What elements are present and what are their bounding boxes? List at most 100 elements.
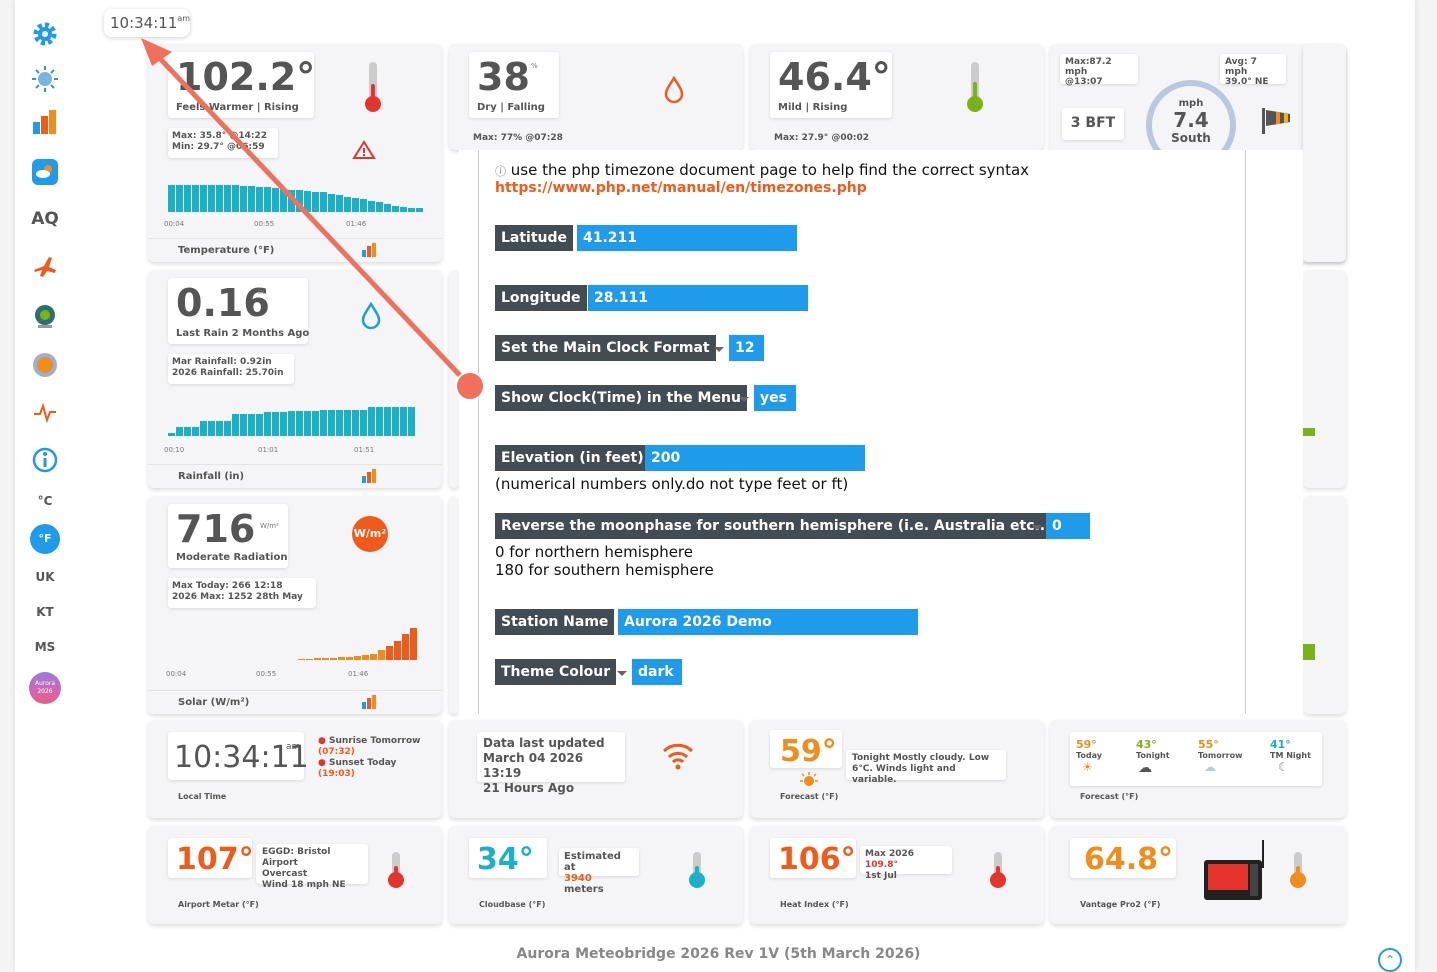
solar-desc: Moderate Radiation bbox=[176, 552, 288, 563]
chart-bar bbox=[208, 421, 215, 436]
chart-bar bbox=[312, 411, 319, 436]
chart-bar bbox=[416, 208, 423, 212]
chart-icon[interactable] bbox=[362, 469, 376, 486]
rain-month: Mar Rainfall: 0.92in bbox=[172, 357, 272, 367]
temp-tick-1: 00:55 bbox=[254, 220, 275, 228]
humidity-value: 38 bbox=[477, 55, 530, 99]
timezone-info: ⓘ use the php timezone document page to … bbox=[495, 161, 1029, 179]
show-clock-select[interactable]: yes bbox=[754, 385, 796, 411]
info-icon[interactable] bbox=[20, 446, 70, 480]
dewpoint-value: 46.4° bbox=[778, 55, 891, 99]
rain-card[interactable]: 0.16 in Last Rain 2 Months Ago Mar Rainf… bbox=[148, 270, 442, 488]
hidden-card bbox=[1303, 270, 1346, 488]
cloudbase-card[interactable]: 34° Estimated at 3940 meters Cloudbase (… bbox=[449, 826, 743, 924]
local-time-footer: Local Time bbox=[178, 792, 227, 801]
chart-icon[interactable] bbox=[1303, 644, 1315, 660]
chevron-down-icon[interactable] bbox=[714, 347, 724, 352]
chart-bar bbox=[200, 421, 207, 436]
logo-line1: Aurora bbox=[34, 680, 56, 687]
metar-card[interactable]: 107° EGGD: Bristol Airport Overcast Wind… bbox=[148, 826, 442, 924]
hidden-card bbox=[449, 270, 459, 488]
chart-bar bbox=[288, 190, 295, 212]
solar-card[interactable]: 716 W/m² Moderate Radiation W/m² Max Tod… bbox=[148, 496, 442, 714]
chart-bar bbox=[256, 187, 263, 212]
chart-bar bbox=[394, 641, 401, 660]
updated-line2: March 04 2026 13:19 bbox=[483, 751, 584, 780]
air-quality-link[interactable]: AQ bbox=[31, 209, 59, 229]
cloud-icon: ☁ bbox=[1204, 760, 1216, 774]
clock-format-select[interactable]: 12 bbox=[729, 335, 764, 361]
chart-bar bbox=[272, 188, 279, 212]
chart-bar bbox=[384, 204, 391, 212]
airplane-icon[interactable] bbox=[20, 253, 70, 287]
unit-celsius[interactable]: °C bbox=[37, 494, 53, 508]
menu-clock-time: 10:34:11 bbox=[110, 14, 178, 32]
forecast-days-card[interactable]: 59° Today ☀ 43° Tonight ☁ 55° Tomorrow ☁… bbox=[1050, 720, 1346, 818]
thermometer-icon bbox=[1290, 852, 1306, 888]
solar-footer-label: Solar (W/m²) bbox=[178, 697, 250, 708]
chart-bar bbox=[346, 657, 353, 660]
local-time-card[interactable]: 10:34:11 am ● Sunrise Tomorrow (07:32) ●… bbox=[148, 720, 442, 818]
wind-avg-box: Avg: 7 mph 39.0° NE bbox=[1220, 54, 1286, 87]
chart-bar bbox=[240, 186, 247, 212]
station-name-input[interactable]: Aurora 2026 Demo bbox=[618, 609, 918, 635]
cloudbase-footer: Cloudbase (°F) bbox=[479, 900, 546, 909]
heat-index-card[interactable]: 106° Max 2026 109.8° 1st Jul Heat Index … bbox=[750, 826, 1044, 924]
chart-icon[interactable] bbox=[1303, 428, 1315, 436]
rain-tick-1: 01:01 bbox=[258, 446, 279, 454]
elevation-input[interactable]: 200 bbox=[645, 445, 865, 471]
unit-fahrenheit[interactable]: °F bbox=[20, 524, 70, 554]
theme-colour-select[interactable]: dark bbox=[632, 659, 682, 685]
data-updated-card[interactable]: Data last updated March 04 2026 13:19 21… bbox=[449, 720, 743, 818]
local-time-value: 10:34:11 bbox=[174, 740, 309, 775]
moonphase-select[interactable]: 0 bbox=[1046, 513, 1090, 539]
humidity-card[interactable]: 38 % Dry | Falling Max: 77% @07:28 bbox=[449, 44, 743, 150]
chevron-down-icon[interactable] bbox=[617, 671, 627, 676]
temperature-min: Min: 29.7° @06:59 bbox=[172, 142, 265, 152]
elevation-label: Elevation (in feet) bbox=[495, 445, 650, 471]
aurora-logo[interactable]: Aurora 2026 bbox=[20, 672, 70, 704]
chart-bar bbox=[408, 208, 415, 212]
charts-icon[interactable] bbox=[20, 108, 70, 142]
forecast-day: 59° Today ☀ bbox=[1076, 738, 1136, 774]
heat-index-date: 1st Jul bbox=[865, 871, 897, 881]
chevron-down-icon[interactable] bbox=[1032, 525, 1042, 530]
chart-icon[interactable] bbox=[362, 243, 376, 260]
solar-box: 716 W/m² Moderate Radiation bbox=[168, 504, 288, 568]
chart-bar bbox=[248, 414, 255, 436]
chart-bar bbox=[232, 185, 239, 212]
chart-icon[interactable] bbox=[362, 695, 376, 712]
metar-box: EGGD: Bristol Airport Overcast Wind 18 m… bbox=[256, 844, 368, 890]
unit-ms[interactable]: MS bbox=[34, 640, 56, 654]
latitude-input[interactable]: 41.211 bbox=[577, 225, 797, 251]
temperature-card[interactable]: 102.2° Feels Warmer | Rising Max: 35.8° … bbox=[148, 44, 442, 262]
sun-icon[interactable] bbox=[20, 64, 70, 100]
dewpoint-card[interactable]: 46.4° Mild | Rising Max: 27.9° @00:02 bbox=[750, 44, 1044, 150]
vantage-card[interactable]: 64.8° Vantage Pro2 (°F) bbox=[1050, 826, 1346, 924]
sunrise-label: Sunrise Tomorrow bbox=[329, 736, 421, 746]
local-time-ampm: am bbox=[286, 742, 301, 752]
timezone-link[interactable]: https://www.php.net/manual/en/timezones.… bbox=[495, 180, 867, 196]
unit-kt[interactable]: KT bbox=[36, 605, 54, 619]
metar-temp: 107° bbox=[176, 842, 254, 877]
rain-last: Last Rain 2 Months Ago bbox=[176, 328, 310, 339]
moon-icon: ☾ bbox=[1278, 760, 1289, 774]
unit-uk[interactable]: UK bbox=[35, 570, 55, 584]
activity-icon[interactable] bbox=[20, 400, 70, 432]
weather-console-icon bbox=[1204, 840, 1266, 906]
chart-bar bbox=[370, 654, 377, 660]
temperature-box: 102.2° Feels Warmer | Rising bbox=[168, 52, 315, 118]
forecast-card[interactable]: 59° Tonight Mostly cloudy. Low 6°C. Wind… bbox=[750, 720, 1044, 818]
chart-bar bbox=[360, 199, 367, 212]
show-clock-label: Show Clock(Time) in the Menu bbox=[495, 385, 747, 411]
forecast-day-name: TM Night bbox=[1270, 751, 1311, 760]
webcam-icon[interactable] bbox=[20, 302, 70, 336]
thermometer-icon bbox=[967, 62, 983, 112]
gear-icon[interactable] bbox=[20, 20, 70, 54]
chevron-down-icon[interactable] bbox=[739, 397, 749, 402]
scroll-top-icon[interactable]: ⌃ bbox=[1378, 948, 1402, 972]
moon-icon[interactable] bbox=[20, 351, 70, 385]
chart-bar bbox=[216, 185, 223, 212]
weather-icon[interactable] bbox=[20, 158, 70, 192]
longitude-input[interactable]: 28.111 bbox=[588, 285, 808, 311]
